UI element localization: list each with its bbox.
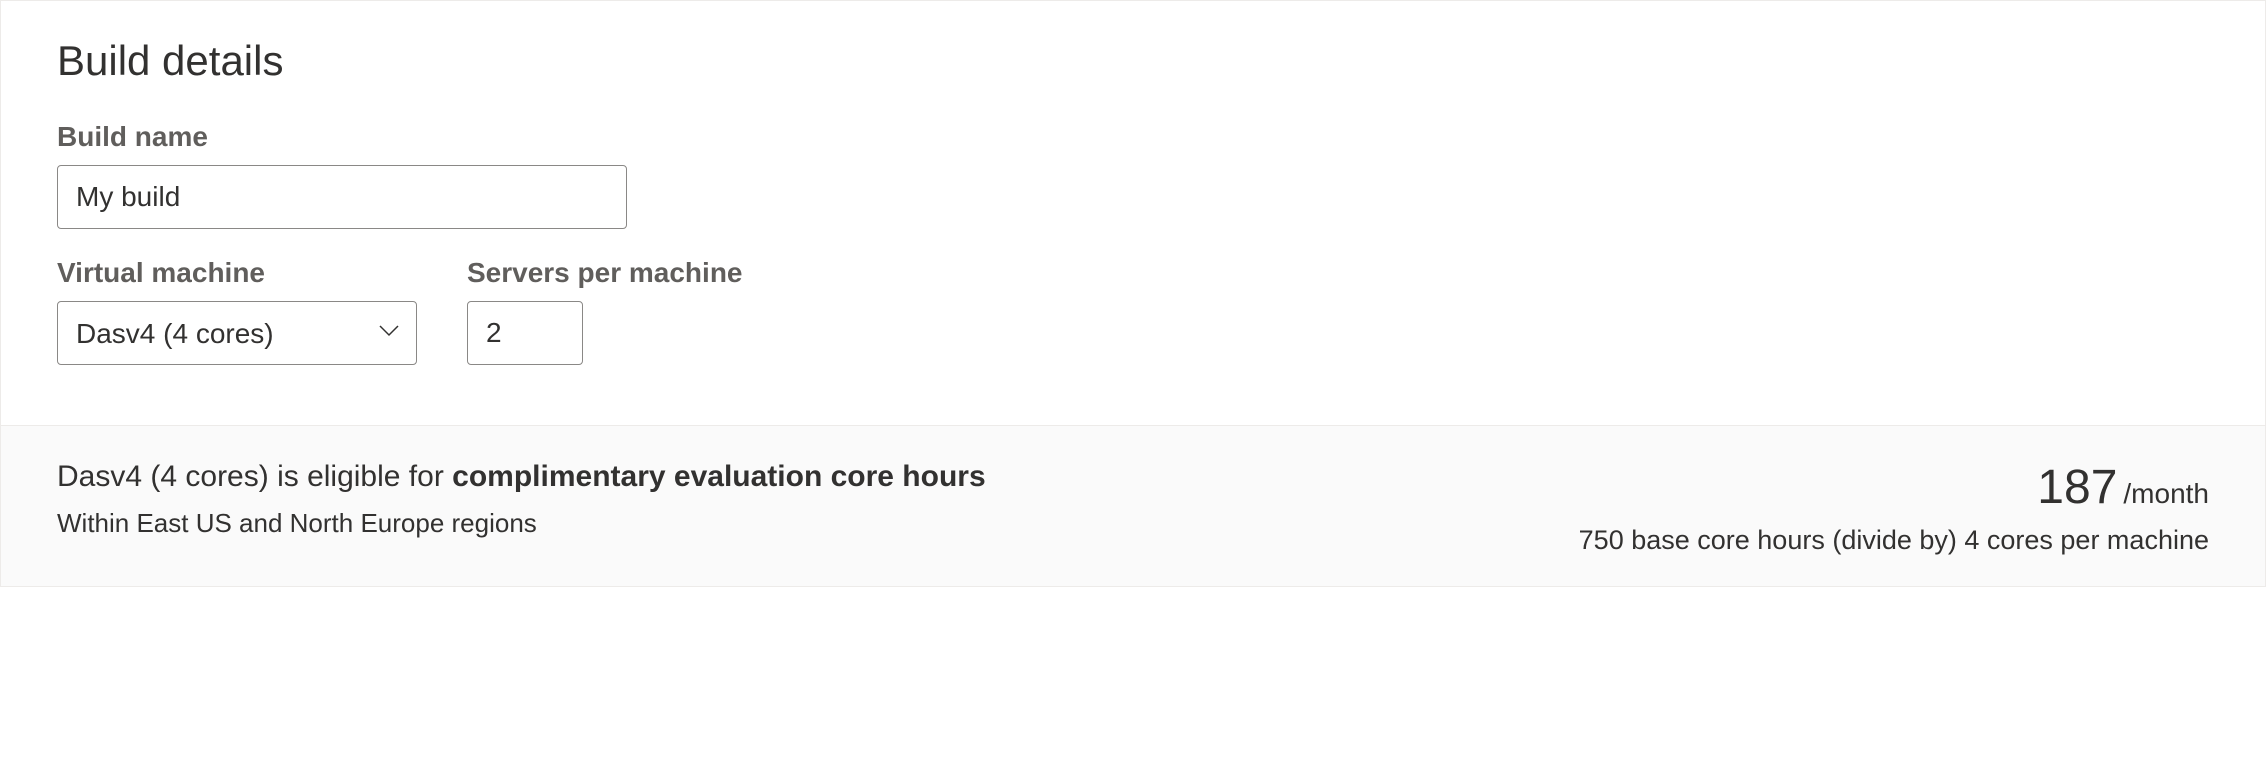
vm-row: Virtual machine Dasv4 (4 cores) Servers …: [57, 257, 2209, 393]
form-section: Build details Build name Virtual machine…: [1, 1, 2265, 425]
hours-number: 187: [2037, 461, 2117, 514]
formula-line: 750 base core hours (divide by) 4 cores …: [1579, 525, 2209, 556]
vm-select-wrapper: Dasv4 (4 cores): [57, 301, 417, 365]
eligibility-text-block: Dasv4 (4 cores) is eligible for complime…: [57, 460, 986, 539]
hours-unit: /month: [2123, 478, 2209, 509]
servers-input[interactable]: [467, 301, 583, 365]
quota-block: 187/month 750 base core hours (divide by…: [1579, 460, 2209, 556]
eligibility-prefix: Dasv4 (4 cores) is eligible for: [57, 460, 452, 493]
hours-line: 187/month: [1579, 460, 2209, 515]
build-name-field-group: Build name: [57, 121, 2209, 229]
eligibility-footer: Dasv4 (4 cores) is eligible for complime…: [1, 425, 2265, 586]
page-title: Build details: [57, 37, 2209, 85]
build-name-label: Build name: [57, 121, 2209, 153]
build-details-panel: Build details Build name Virtual machine…: [0, 0, 2266, 587]
vm-label: Virtual machine: [57, 257, 417, 289]
eligibility-emphasis: complimentary evaluation core hours: [452, 460, 985, 493]
servers-field-group: Servers per machine: [467, 257, 743, 365]
vm-select[interactable]: Dasv4 (4 cores): [57, 301, 417, 365]
servers-label: Servers per machine: [467, 257, 743, 289]
build-name-input[interactable]: [57, 165, 627, 229]
regions-line: Within East US and North Europe regions: [57, 508, 986, 539]
eligibility-line: Dasv4 (4 cores) is eligible for complime…: [57, 460, 986, 494]
vm-field-group: Virtual machine Dasv4 (4 cores): [57, 257, 417, 365]
